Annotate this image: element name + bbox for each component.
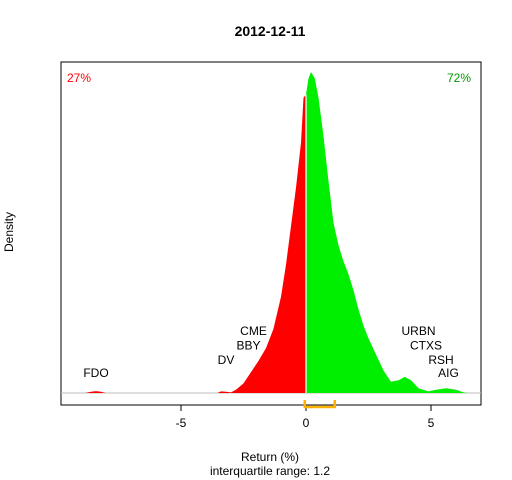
x-axis-label: Return (%) — [241, 450, 299, 464]
negative-density-area — [84, 94, 306, 393]
stock-label-fdo: FDO — [83, 366, 108, 380]
iqr-bracket — [303, 400, 336, 409]
x-tick-label: 0 — [303, 416, 310, 430]
positive-density-area — [306, 72, 469, 393]
chart-subtitle: interquartile range: 1.2 — [210, 464, 330, 478]
y-axis-label: Density — [2, 212, 16, 252]
x-tick-label: 5 — [428, 416, 435, 430]
stock-label-aig: AIG — [438, 366, 459, 380]
chart-title: 2012-12-11 — [235, 23, 306, 39]
stock-label-cme: CME — [240, 324, 267, 338]
positive-share-label: 72% — [447, 71, 471, 85]
stock-label-urbn: URBN — [401, 324, 435, 338]
stock-label-bby: BBY — [236, 339, 260, 353]
negative-share-label: 27% — [67, 71, 91, 85]
stock-label-rsh: RSH — [428, 353, 453, 367]
plot-frame — [60, 61, 482, 406]
stock-label-ctxs: CTXS — [410, 339, 442, 353]
stock-label-dv: DV — [218, 353, 235, 367]
x-tick-label: -5 — [176, 416, 187, 430]
